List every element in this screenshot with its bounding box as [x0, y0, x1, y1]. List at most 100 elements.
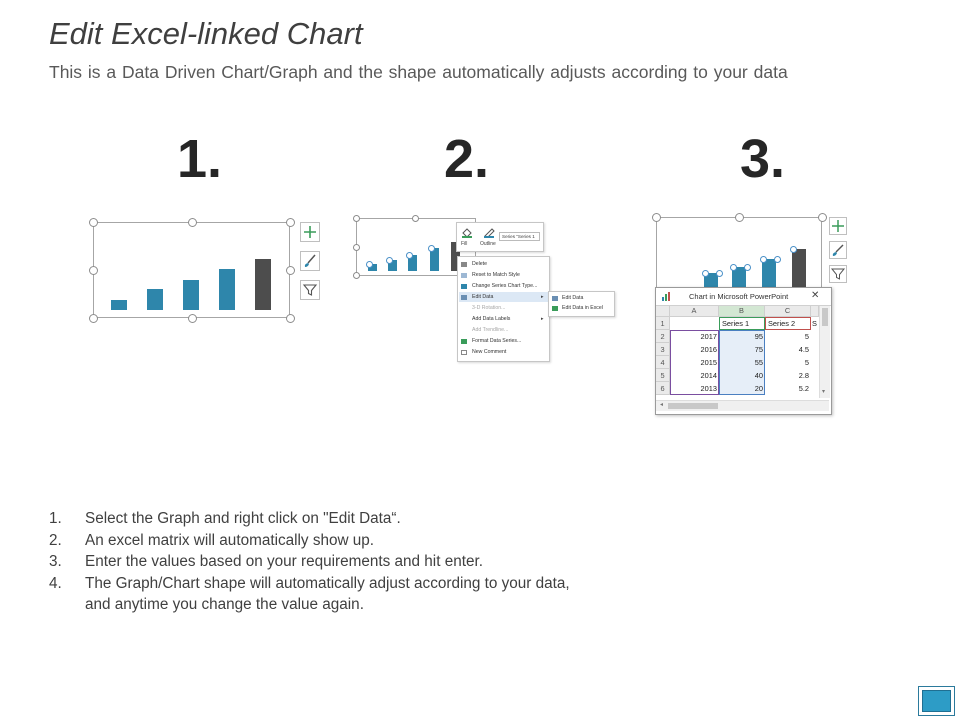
chart-bar[interactable]: [368, 264, 377, 271]
data-point-handle[interactable]: [774, 256, 781, 263]
submenu-item-edit-data[interactable]: Edit Data: [562, 295, 584, 301]
cell[interactable]: 2015: [700, 358, 717, 367]
row-header[interactable]: 1: [656, 317, 670, 330]
cell[interactable]: 2013: [700, 384, 717, 393]
row-header[interactable]: 5: [656, 369, 670, 382]
cell[interactable]: 5: [804, 358, 809, 367]
chart-filters-button[interactable]: [300, 280, 320, 300]
cell[interactable]: 40: [754, 371, 763, 380]
menu-item-format-data-series[interactable]: Format Data Series...: [472, 338, 522, 344]
outline-label[interactable]: Outline: [480, 241, 496, 247]
panel-2-chart[interactable]: [353, 215, 476, 279]
resize-handle[interactable]: [286, 314, 295, 323]
panel-1-chart[interactable]: [89, 218, 295, 323]
resize-handle[interactable]: [188, 314, 197, 323]
column-header[interactable]: B: [719, 306, 765, 317]
edit-data-submenu[interactable]: Edit Data Edit Data in Excel: [548, 291, 615, 317]
cell[interactable]: S: [812, 319, 817, 328]
resize-handle[interactable]: [412, 215, 419, 222]
chart-styles-button[interactable]: [300, 251, 320, 271]
resize-handle[interactable]: [818, 213, 827, 222]
chart-elements-button[interactable]: [300, 222, 320, 242]
horizontal-scrollbar[interactable]: ◂: [656, 400, 829, 411]
context-menu[interactable]: Delete Reset to Match Style Change Serie…: [457, 256, 550, 362]
row-header[interactable]: 6: [656, 382, 670, 395]
corner-cell[interactable]: [656, 306, 670, 317]
chart-bar[interactable]: [388, 260, 397, 271]
chart-filters-button[interactable]: [829, 265, 847, 283]
chart-bar[interactable]: [792, 249, 806, 297]
scrollbar-thumb[interactable]: [668, 403, 718, 409]
chart-bar[interactable]: [147, 289, 163, 310]
row-header[interactable]: 3: [656, 343, 670, 356]
resize-handle[interactable]: [735, 213, 744, 222]
resize-handle[interactable]: [89, 266, 98, 275]
menu-item-reset[interactable]: Reset to Match Style: [472, 272, 520, 278]
data-point-handle[interactable]: [428, 245, 435, 252]
resize-handle[interactable]: [188, 218, 197, 227]
chart-bar[interactable]: [408, 255, 417, 271]
resize-handle[interactable]: [286, 218, 295, 227]
data-point-handle[interactable]: [790, 246, 797, 253]
panel-3-chart[interactable]: [652, 213, 827, 297]
row-header[interactable]: 4: [656, 356, 670, 369]
scrollbar-thumb[interactable]: [822, 308, 828, 326]
cell[interactable]: 2016: [700, 345, 717, 354]
excel-titlebar[interactable]: Chart in Microsoft PowerPoint ✕: [656, 288, 831, 306]
cell[interactable]: 20: [754, 384, 763, 393]
cell[interactable]: 2014: [700, 371, 717, 380]
resize-handle[interactable]: [353, 244, 360, 251]
chart-bar[interactable]: [183, 280, 199, 310]
chart-bar[interactable]: [111, 300, 127, 310]
cell[interactable]: 5: [804, 332, 809, 341]
menu-item-change-chart-type[interactable]: Change Series Chart Type...: [472, 283, 538, 289]
menu-item-add-data-labels[interactable]: Add Data Labels: [472, 316, 511, 322]
chart-bar[interactable]: [430, 248, 439, 271]
excel-window[interactable]: Chart in Microsoft PowerPoint ✕ A B C 1 …: [655, 287, 832, 415]
data-point-handle[interactable]: [702, 270, 709, 277]
cell[interactable]: Series 2: [768, 319, 796, 328]
resize-handle[interactable]: [286, 266, 295, 275]
chart-bar[interactable]: [219, 269, 235, 310]
submenu-item-edit-data-in-excel[interactable]: Edit Data in Excel: [562, 305, 603, 311]
cell[interactable]: Series 1: [722, 319, 750, 328]
close-icon[interactable]: ✕: [811, 290, 820, 301]
data-point-handle[interactable]: [730, 264, 737, 271]
resize-handle[interactable]: [353, 215, 360, 222]
cell[interactable]: 5.2: [798, 384, 809, 393]
data-point-handle[interactable]: [716, 270, 723, 277]
resize-handle[interactable]: [89, 218, 98, 227]
cell[interactable]: 4.5: [798, 345, 809, 354]
menu-item-edit-data[interactable]: Edit Data: [472, 294, 494, 300]
chart-elements-button[interactable]: [829, 217, 847, 235]
data-point-handle[interactable]: [406, 252, 413, 259]
column-header[interactable]: A: [670, 306, 719, 317]
data-point-handle[interactable]: [744, 264, 751, 271]
chart-bar[interactable]: [255, 259, 271, 310]
cell[interactable]: 75: [754, 345, 763, 354]
column-header[interactable]: [811, 306, 819, 317]
scroll-left-icon[interactable]: ◂: [660, 402, 664, 408]
vertical-scrollbar[interactable]: ▾: [819, 306, 830, 398]
resize-handle[interactable]: [353, 272, 360, 279]
data-point-handle[interactable]: [760, 256, 767, 263]
resize-handle[interactable]: [89, 314, 98, 323]
excel-grid[interactable]: A B C 1 2 3 4 5 6 Series 1 Series 2 S 20…: [656, 306, 819, 398]
data-point-handle[interactable]: [386, 257, 393, 264]
cell[interactable]: 55: [754, 358, 763, 367]
format-mini-toolbar[interactable]: Fill Outline Series "Series 1: [456, 222, 544, 252]
fill-label[interactable]: Fill: [461, 241, 468, 247]
resize-handle[interactable]: [652, 213, 661, 222]
series-select[interactable]: Series "Series 1: [499, 232, 540, 241]
cell[interactable]: 95: [754, 332, 763, 341]
row-header[interactable]: 2: [656, 330, 670, 343]
menu-item-new-comment[interactable]: New Comment: [472, 349, 507, 355]
chart-bar[interactable]: [451, 242, 460, 271]
scroll-down-icon[interactable]: ▾: [822, 389, 826, 395]
menu-item-delete[interactable]: Delete: [472, 261, 487, 267]
cell[interactable]: 2017: [700, 332, 717, 341]
chart-styles-button[interactable]: [829, 241, 847, 259]
column-header[interactable]: C: [765, 306, 811, 317]
data-point-handle[interactable]: [366, 261, 373, 268]
cell[interactable]: 2.8: [798, 371, 809, 380]
